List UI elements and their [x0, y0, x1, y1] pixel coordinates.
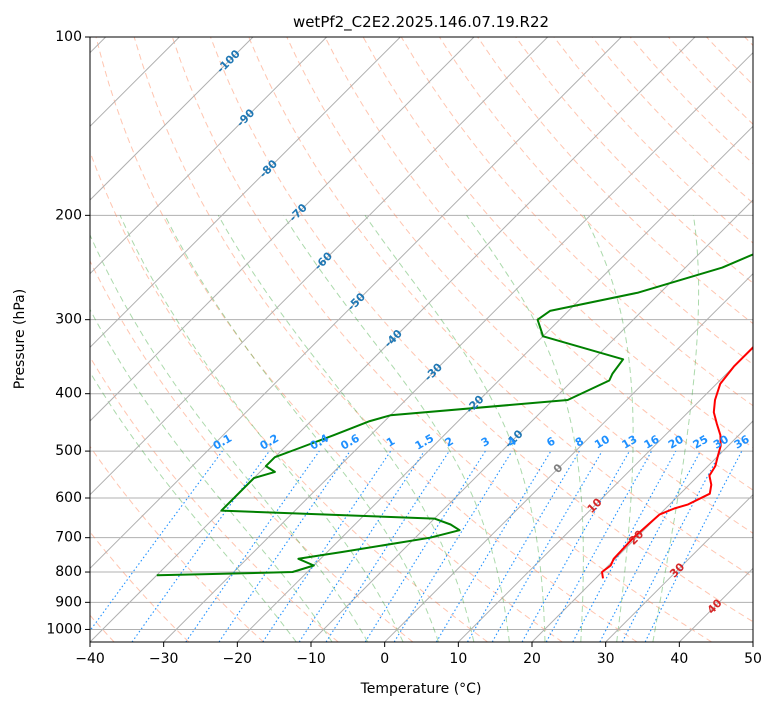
- isotherm-line: [163, 51, 753, 642]
- x-axis-label: Temperature (°C): [360, 681, 482, 697]
- y-tick-label: 200: [55, 207, 82, 223]
- moist-adiabat-line: [217, 215, 475, 642]
- mixing-ratio-line: [572, 450, 677, 642]
- y-tick-label: 1000: [46, 621, 82, 637]
- mixing-ratio-lines: [90, 450, 743, 642]
- dry-adiabat-line: [286, 37, 753, 534]
- moist-adiabat-line: [364, 215, 546, 642]
- y-tick-label: 100: [55, 29, 82, 45]
- x-tick-label: −30: [149, 651, 179, 667]
- isotherm-line: [90, 37, 622, 570]
- dry-adiabat-line: [133, 37, 638, 642]
- isotherm-line: [236, 125, 753, 642]
- isotherm-line: [605, 493, 753, 642]
- y-tick-label: 500: [55, 443, 82, 459]
- isotherm-line: [90, 37, 401, 349]
- mixing-ratio-line: [545, 450, 653, 642]
- moist-adiabat-line: [652, 215, 700, 642]
- y-axis-label: Pressure (hPa): [12, 289, 28, 389]
- mixing-ratio-line: [325, 450, 450, 642]
- dry-adiabat-line: [210, 37, 753, 623]
- x-tick-label: 30: [597, 651, 615, 667]
- y-axis-ticks: 100 200 300 400 500 600 700 800 900 1000: [46, 29, 90, 637]
- mixing-ratio-line: [644, 450, 743, 642]
- dry-adiabat-line: [95, 37, 563, 642]
- plot-frame: [89, 36, 754, 643]
- x-axis-ticks: −40 −30 −20 −10 0 10 20 30 40 50: [75, 642, 762, 667]
- moist-adiabat-line: [90, 308, 333, 642]
- isotherm-line: [384, 272, 753, 642]
- mixing-ratio-line: [185, 450, 320, 642]
- isotherm-line: [90, 37, 696, 642]
- moist-adiabat-line: [119, 215, 404, 642]
- dry-adiabat-line: [90, 445, 264, 642]
- dry-adiabat-line: [324, 37, 753, 491]
- dry-adiabats: [90, 37, 753, 642]
- isotherm-line: [90, 37, 328, 275]
- dry-adiabat-line: [515, 37, 753, 284]
- x-tick-label: −10: [296, 651, 326, 667]
- isotherm-line: [90, 37, 254, 201]
- pressure-gridlines: [90, 37, 753, 630]
- x-tick-label: 20: [523, 651, 541, 667]
- moist-adiabat-line: [164, 215, 439, 642]
- moist-adiabat-line: [90, 371, 297, 642]
- x-tick-label: −40: [75, 651, 105, 667]
- profile-series: [156, 253, 753, 579]
- mixing-ratio-line: [521, 450, 630, 642]
- temperature-profile-line: [601, 345, 753, 579]
- dry-adiabat-line: [90, 356, 339, 642]
- x-tick-label: −20: [223, 651, 253, 667]
- mixing-ratio-line: [131, 450, 270, 642]
- isotherm-line: [90, 37, 549, 496]
- y-tick-label: 400: [55, 386, 82, 402]
- y-tick-label: 900: [55, 594, 82, 610]
- x-tick-label: 10: [449, 651, 467, 667]
- mixing-ratio-line: [90, 450, 223, 632]
- mixing-ratio-line: [262, 450, 392, 642]
- y-tick-label: 700: [55, 530, 82, 546]
- moist-adiabat-line: [466, 215, 584, 642]
- dry-adiabat-line: [171, 37, 712, 642]
- dry-adiabat-line: [90, 259, 414, 642]
- x-tick-label: 50: [744, 651, 762, 667]
- moist-adiabat-line: [583, 215, 634, 642]
- mixing-ratio-line: [393, 450, 513, 642]
- skewed-isotherms: [90, 37, 753, 642]
- plot-area: [90, 37, 753, 642]
- chart-title: wetPf2_C2E2.2025.146.07.19.R22: [293, 13, 549, 32]
- dry-adiabat-line: [248, 37, 753, 578]
- isotherm-line: [457, 346, 753, 642]
- mixing-ratio-line: [298, 450, 425, 642]
- mixing-ratio-line: [218, 450, 351, 642]
- dewpoint-profile-line: [156, 253, 753, 577]
- isotherm-line: [90, 37, 475, 422]
- y-tick-label: 300: [55, 312, 82, 328]
- x-tick-label: 0: [380, 651, 389, 667]
- y-tick-label: 600: [55, 490, 82, 506]
- x-tick-label: 40: [670, 651, 688, 667]
- moist-adiabats: [90, 215, 700, 642]
- y-tick-label: 800: [55, 564, 82, 580]
- isotherm-line: [531, 420, 753, 642]
